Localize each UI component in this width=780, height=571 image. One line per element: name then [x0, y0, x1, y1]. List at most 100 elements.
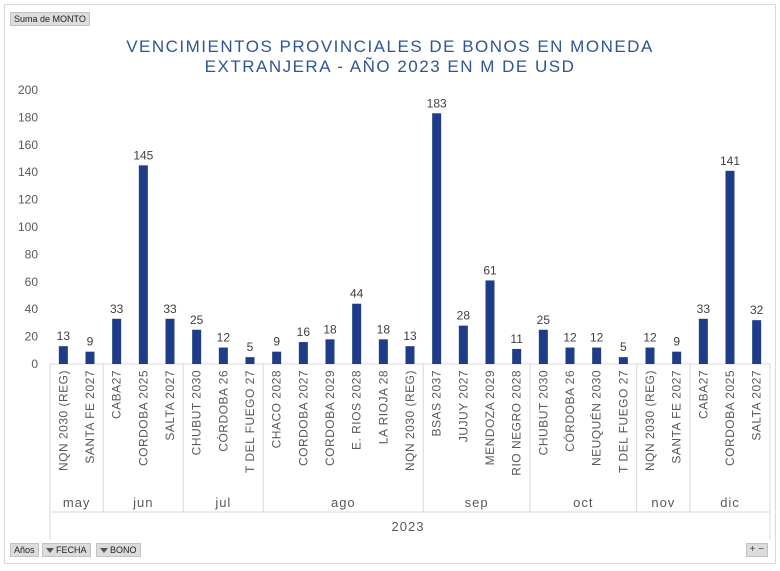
month-label: dic	[720, 495, 740, 510]
category-label: MENDOZA 2029	[483, 370, 497, 465]
data-label: 33	[163, 302, 177, 316]
bar	[618, 357, 628, 364]
bar	[192, 329, 202, 364]
category-label: CORDOBA 2029	[323, 370, 337, 466]
bar	[272, 351, 282, 364]
category-label: NQN 2030 (REG)	[643, 370, 657, 471]
bar	[352, 303, 362, 364]
category-label: T DEL FUEGO 27	[243, 370, 257, 473]
data-label: 32	[750, 303, 764, 317]
bar	[458, 325, 468, 364]
month-label: jul	[214, 495, 231, 510]
bar	[725, 170, 735, 364]
category-label: SALTA 2027	[163, 370, 177, 441]
filter-bono-label: BONO	[110, 545, 137, 555]
bar	[218, 347, 228, 364]
category-label: CHUBUT 2030	[536, 370, 550, 455]
category-label: CABA27	[110, 370, 124, 419]
filter-icon	[100, 548, 108, 554]
bar	[58, 346, 68, 364]
data-label: 16	[297, 325, 311, 339]
data-label: 25	[190, 313, 204, 327]
data-label: 13	[57, 329, 71, 343]
y-tick-label: 20	[25, 330, 39, 344]
data-label: 44	[350, 287, 364, 301]
y-tick-label: 160	[18, 138, 38, 152]
data-label: 33	[697, 302, 711, 316]
bar	[85, 351, 95, 364]
bar	[698, 318, 708, 364]
y-tick-label: 140	[18, 165, 38, 179]
data-label: 9	[673, 335, 680, 349]
month-label: nov	[651, 495, 675, 510]
zoom-controls[interactable]: + −	[745, 543, 768, 557]
bar	[378, 339, 388, 364]
category-label: CHACO 2028	[270, 370, 284, 448]
data-label: 12	[217, 331, 231, 345]
category-label: E. RIOS 2028	[350, 370, 364, 450]
category-label: CORDOBA 2027	[296, 370, 310, 466]
chart-title-line1: VENCIMIENTOS PROVINCIALES DE BONOS EN MO…	[126, 37, 654, 56]
category-label: RIO NEGRO 2028	[510, 370, 524, 476]
bar	[565, 347, 575, 364]
bar	[752, 320, 762, 364]
bar	[512, 348, 522, 364]
bar	[245, 357, 255, 364]
filter-bono-button[interactable]: BONO	[96, 543, 141, 557]
y-tick-label: 120	[18, 193, 38, 207]
bar	[432, 113, 442, 364]
y-tick-label: 100	[18, 220, 38, 234]
bar	[298, 342, 308, 364]
data-label: 61	[483, 263, 497, 277]
filter-fecha-label: FECHA	[56, 545, 87, 555]
data-label: 11	[510, 332, 523, 346]
bar	[592, 347, 602, 364]
data-label: 145	[133, 148, 153, 162]
data-label: 5	[620, 340, 627, 354]
row-field-anos[interactable]: Años	[10, 543, 39, 557]
filter-icon	[46, 548, 54, 554]
category-label: CABA27	[696, 370, 710, 419]
value-field-button[interactable]: Suma de MONTO	[10, 12, 90, 26]
bar	[485, 280, 495, 364]
y-tick-label: 0	[31, 357, 38, 371]
category-label: CÓRDOBA 26	[562, 370, 577, 452]
bar	[672, 351, 682, 364]
year-label: 2023	[392, 519, 425, 534]
data-label: 12	[590, 331, 604, 345]
data-label: 9	[273, 335, 280, 349]
y-tick-label: 40	[25, 302, 39, 316]
category-label: T DEL FUEGO 27	[616, 370, 630, 473]
bar	[538, 329, 548, 364]
data-label: 25	[537, 313, 551, 327]
category-label: CÓRDOBA 26	[215, 370, 230, 452]
bar	[645, 347, 655, 364]
month-label: oct	[573, 495, 593, 510]
data-label: 18	[377, 322, 391, 336]
category-label: CORDOBA 2025	[723, 370, 737, 466]
bar	[325, 339, 335, 364]
category-label: BSAS 2037	[430, 370, 444, 437]
data-label: 5	[247, 340, 254, 354]
y-tick-label: 200	[18, 83, 38, 97]
data-label: 33	[110, 302, 124, 316]
filter-fecha-button[interactable]: FECHA	[42, 543, 91, 557]
month-label: may	[63, 495, 91, 510]
data-label: 12	[643, 331, 657, 345]
bar	[138, 165, 148, 364]
bar	[112, 318, 122, 364]
data-label: 141	[720, 154, 740, 168]
data-label: 12	[563, 331, 577, 345]
data-label: 183	[427, 96, 447, 110]
y-tick-label: 180	[18, 110, 38, 124]
category-label: LA RIOJA 28	[376, 370, 390, 444]
data-label: 13	[403, 329, 417, 343]
month-label: ago	[331, 495, 356, 510]
category-label: NQN 2030 (REG)	[403, 370, 417, 471]
category-label: SALTA 2027	[750, 370, 764, 441]
y-tick-label: 80	[25, 247, 39, 261]
category-label: NEUQUÉN 2030	[589, 370, 604, 466]
data-label: 18	[323, 322, 337, 336]
category-label: NQN 2030 (REG)	[56, 370, 70, 471]
